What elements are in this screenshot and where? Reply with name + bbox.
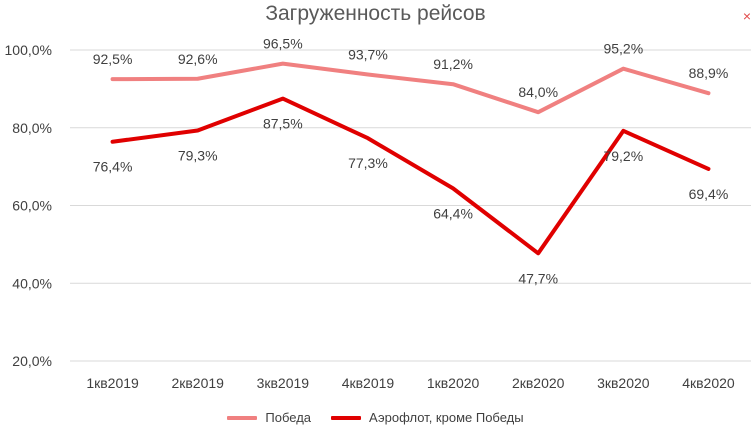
data-label: 88,9% xyxy=(689,65,729,81)
x-tick-label: 3кв2020 xyxy=(597,375,650,391)
data-label: 92,5% xyxy=(93,51,133,67)
y-tick-label: 80,0% xyxy=(12,120,52,136)
y-tick-label: 100,0% xyxy=(5,42,52,58)
data-label: 91,2% xyxy=(433,56,473,72)
data-label: 95,2% xyxy=(603,41,643,57)
x-tick-label: 1кв2020 xyxy=(427,375,480,391)
x-tick-label: 2кв2020 xyxy=(512,375,565,391)
data-label: 79,2% xyxy=(603,148,643,164)
y-tick-label: 20,0% xyxy=(12,353,52,369)
data-label: 87,5% xyxy=(263,116,303,132)
data-label: 47,7% xyxy=(518,270,558,286)
chart-title: Загруженность рейсов xyxy=(265,2,486,25)
data-label: 77,3% xyxy=(348,155,388,171)
legend-item-1: Победа xyxy=(227,410,311,425)
close-icon[interactable]: × xyxy=(742,8,751,24)
legend-item-2: Аэрофлот, кроме Победы xyxy=(331,410,524,425)
series-line-1 xyxy=(110,61,711,115)
legend-label: Аэрофлот, кроме Победы xyxy=(369,410,524,425)
legend-label: Победа xyxy=(265,410,312,425)
x-tick-label: 2кв2019 xyxy=(171,375,224,391)
y-tick-label: 60,0% xyxy=(12,198,52,214)
x-tick-label: 4кв2019 xyxy=(342,375,395,391)
data-label: 76,4% xyxy=(93,159,133,175)
data-label: 79,3% xyxy=(178,147,218,163)
data-label: 84,0% xyxy=(518,84,558,100)
data-label: 64,4% xyxy=(433,205,473,221)
chart-legend: Победа Аэрофлот, кроме Победы xyxy=(0,410,751,425)
data-label: 69,4% xyxy=(689,186,729,202)
legend-swatch xyxy=(331,415,362,420)
x-tick-label: 4кв2020 xyxy=(682,375,735,391)
y-tick-label: 40,0% xyxy=(12,275,52,291)
x-tick-label: 1кв2019 xyxy=(86,375,139,391)
data-label: 93,7% xyxy=(348,46,388,62)
data-label: 92,6% xyxy=(178,51,218,67)
data-label: 96,5% xyxy=(263,36,303,52)
x-tick-label: 3кв2019 xyxy=(257,375,310,391)
series-line-2 xyxy=(110,96,711,256)
legend-swatch xyxy=(227,415,258,420)
